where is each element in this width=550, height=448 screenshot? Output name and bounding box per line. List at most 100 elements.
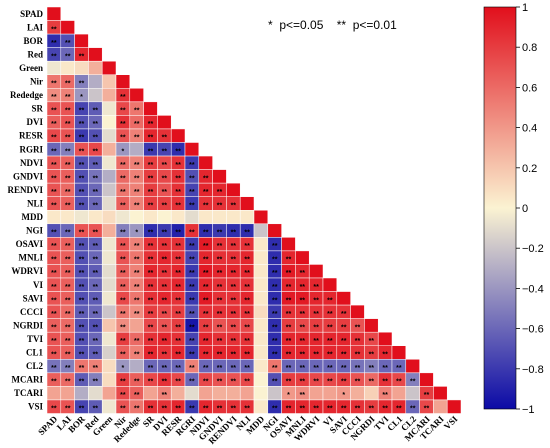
significance-marker: ** bbox=[134, 135, 140, 142]
significance-marker: ** bbox=[203, 230, 209, 237]
significance-marker: ** bbox=[120, 108, 126, 115]
significance-marker: ** bbox=[272, 338, 278, 345]
row-label: VSI bbox=[28, 402, 44, 412]
significance-marker: ** bbox=[93, 202, 99, 209]
significance-marker: ** bbox=[120, 189, 126, 196]
significance-marker: ** bbox=[189, 284, 195, 291]
heatmap-cell bbox=[253, 318, 269, 333]
row-label: NDVI bbox=[20, 158, 43, 168]
heatmap-cell bbox=[101, 318, 117, 333]
significance-marker: ** bbox=[148, 406, 154, 413]
significance-marker: ** bbox=[65, 406, 71, 413]
significance-marker: ** bbox=[355, 324, 361, 331]
significance-marker: ** bbox=[162, 365, 168, 372]
significance-marker: ** bbox=[217, 406, 223, 413]
significance-marker: ** bbox=[162, 257, 168, 264]
significance-marker: ** bbox=[51, 352, 57, 359]
heatmap-cell bbox=[101, 210, 117, 225]
heatmap-cell bbox=[239, 210, 255, 225]
significance-marker: ** bbox=[217, 379, 223, 386]
heatmap-cell bbox=[101, 331, 117, 347]
significance-marker: ** bbox=[203, 338, 209, 345]
heatmap-cell bbox=[74, 60, 89, 76]
heatmap-cell bbox=[184, 386, 200, 401]
significance-marker: ** bbox=[424, 392, 430, 399]
significance-marker: * bbox=[135, 230, 138, 237]
significance-marker: ** bbox=[231, 257, 237, 264]
significance-marker: ** bbox=[134, 270, 140, 277]
heatmap-cell bbox=[184, 210, 200, 225]
significance-marker: ** bbox=[148, 121, 154, 128]
significance-marker: ** bbox=[203, 311, 209, 318]
significance-marker: ** bbox=[244, 365, 250, 372]
significance-marker: ** bbox=[355, 352, 361, 359]
significance-marker: ** bbox=[51, 135, 57, 142]
significance-marker: ** bbox=[313, 406, 319, 413]
significance-marker: ** bbox=[134, 175, 140, 182]
heatmap-cell bbox=[88, 88, 103, 103]
significance-marker: ** bbox=[300, 311, 306, 318]
significance-marker: ** bbox=[148, 135, 154, 142]
significance-marker: ** bbox=[189, 162, 195, 169]
significance-marker: ** bbox=[244, 270, 250, 277]
row-label: RENDVI bbox=[7, 185, 43, 195]
significance-marker: ** bbox=[79, 297, 85, 304]
significance-marker: ** bbox=[79, 148, 85, 155]
heatmap-cell bbox=[170, 128, 186, 143]
significance-marker: ** bbox=[93, 270, 99, 277]
colorbar-tick-label: −0.8 bbox=[522, 364, 544, 376]
significance-marker: ** bbox=[327, 379, 333, 386]
heatmap-cell bbox=[101, 74, 117, 89]
significance-marker: ** bbox=[189, 352, 195, 359]
significance-marker: ** bbox=[134, 297, 140, 304]
significance-marker: ** bbox=[355, 379, 361, 386]
row-label: Red bbox=[28, 49, 44, 59]
significance-marker: ** bbox=[79, 379, 85, 386]
row-label: Green bbox=[19, 63, 43, 73]
significance-marker: ** bbox=[286, 352, 292, 359]
significance-marker: ** bbox=[231, 243, 237, 250]
significance-marker: ** bbox=[120, 94, 126, 101]
heatmap-cell bbox=[253, 277, 269, 292]
significance-marker: ** bbox=[93, 324, 99, 331]
heatmap-cell bbox=[157, 210, 172, 225]
heatmap-cell bbox=[74, 210, 89, 225]
significance-marker: ** bbox=[217, 189, 223, 196]
significance-marker: ** bbox=[120, 379, 126, 386]
heatmap-cell bbox=[198, 155, 213, 170]
row-label: BOR bbox=[23, 36, 43, 46]
significance-marker: ** bbox=[93, 311, 99, 318]
significance-marker: ** bbox=[79, 257, 85, 264]
significance-marker: ** bbox=[148, 379, 154, 386]
row-label: TCARI bbox=[14, 388, 44, 398]
significance-marker: ** bbox=[79, 406, 85, 413]
significance-marker: ** bbox=[341, 338, 347, 345]
heatmap-cell bbox=[253, 237, 269, 252]
significance-marker: ** bbox=[93, 175, 99, 182]
significance-marker: ** bbox=[134, 311, 140, 318]
heatmap-cell bbox=[101, 155, 117, 170]
row-label: CL1 bbox=[26, 348, 44, 358]
significance-marker: ** bbox=[189, 230, 195, 237]
significance-marker: ** bbox=[148, 189, 154, 196]
heatmap-cell bbox=[267, 223, 282, 238]
significance-marker: ** bbox=[51, 53, 57, 60]
significance-marker: ** bbox=[217, 297, 223, 304]
significance-marker: ** bbox=[162, 352, 168, 359]
significance-marker: ** bbox=[231, 230, 237, 237]
significance-marker: ** bbox=[162, 284, 168, 291]
heatmap-cell bbox=[88, 74, 103, 89]
significance-marker: ** bbox=[120, 135, 126, 142]
significance-marker: ** bbox=[189, 189, 195, 196]
significance-marker: ** bbox=[189, 406, 195, 413]
significance-marker: ** bbox=[65, 338, 71, 345]
significance-marker: ** bbox=[217, 257, 223, 264]
significance-marker: ** bbox=[300, 270, 306, 277]
colorbar-tick-label: −0.6 bbox=[522, 324, 544, 336]
significance-marker: ** bbox=[231, 379, 237, 386]
significance-marker: ** bbox=[272, 257, 278, 264]
heatmap-cell bbox=[433, 399, 448, 414]
significance-marker: ** bbox=[65, 352, 71, 359]
significance-marker: ** bbox=[244, 257, 250, 264]
significance-marker: ** bbox=[162, 338, 168, 345]
